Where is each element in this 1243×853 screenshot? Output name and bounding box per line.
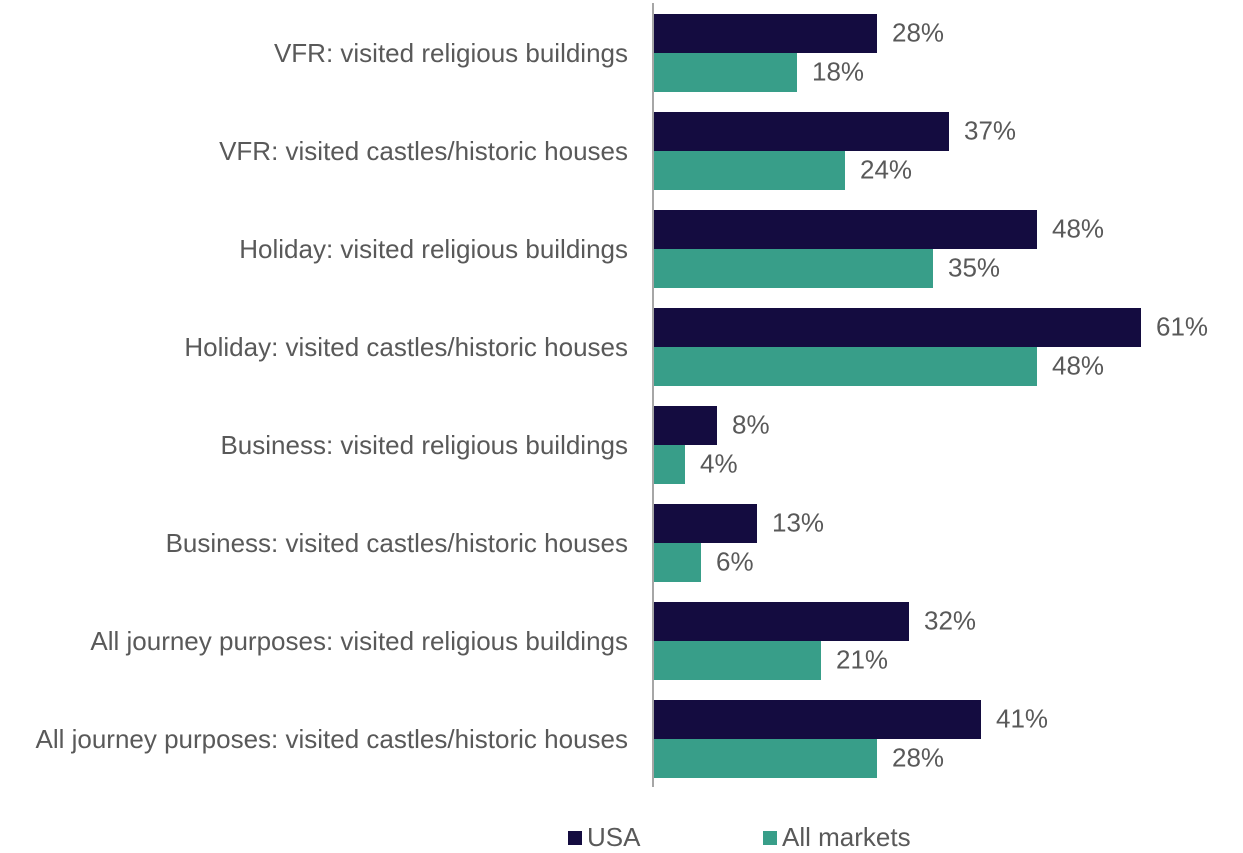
bar — [653, 602, 909, 641]
legend-label: USA — [587, 822, 641, 852]
value-label: 35% — [948, 252, 1000, 282]
bar — [653, 641, 821, 680]
bar — [653, 700, 981, 739]
category-label: All journey purposes: visited castles/hi… — [35, 724, 628, 754]
value-label: 28% — [892, 742, 944, 772]
bar — [653, 53, 797, 92]
legend-swatch — [568, 831, 582, 845]
bar — [653, 739, 877, 778]
value-label: 28% — [892, 17, 944, 47]
bar — [653, 347, 1037, 386]
value-label: 32% — [924, 605, 976, 635]
bar — [653, 406, 717, 445]
bar — [653, 445, 685, 484]
bar — [653, 504, 757, 543]
value-label: 48% — [1052, 350, 1104, 380]
value-label: 18% — [812, 56, 864, 86]
bar — [653, 249, 933, 288]
value-label: 6% — [716, 546, 754, 576]
value-label: 8% — [732, 409, 770, 439]
category-label: Holiday: visited religious buildings — [239, 234, 628, 264]
category-label: Business: visited castles/historic house… — [165, 528, 628, 558]
bar — [653, 543, 701, 582]
category-label: Business: visited religious buildings — [220, 430, 628, 460]
bar — [653, 210, 1037, 249]
bar — [653, 14, 877, 53]
value-label: 21% — [836, 644, 888, 674]
category-label: Holiday: visited castles/historic houses — [184, 332, 628, 362]
legend-swatch — [763, 831, 777, 845]
bar — [653, 308, 1141, 347]
value-label: 48% — [1052, 213, 1104, 243]
value-label: 61% — [1156, 311, 1208, 341]
value-label: 24% — [860, 154, 912, 184]
category-label: All journey purposes: visited religious … — [90, 626, 628, 656]
legend-label: All markets — [782, 822, 911, 852]
value-label: 41% — [996, 703, 1048, 733]
value-label: 13% — [772, 507, 824, 537]
bar — [653, 151, 845, 190]
category-label: VFR: visited castles/historic houses — [219, 136, 628, 166]
value-label: 4% — [700, 448, 738, 478]
category-label: VFR: visited religious buildings — [273, 38, 628, 68]
bar — [653, 112, 949, 151]
value-label: 37% — [964, 115, 1016, 145]
